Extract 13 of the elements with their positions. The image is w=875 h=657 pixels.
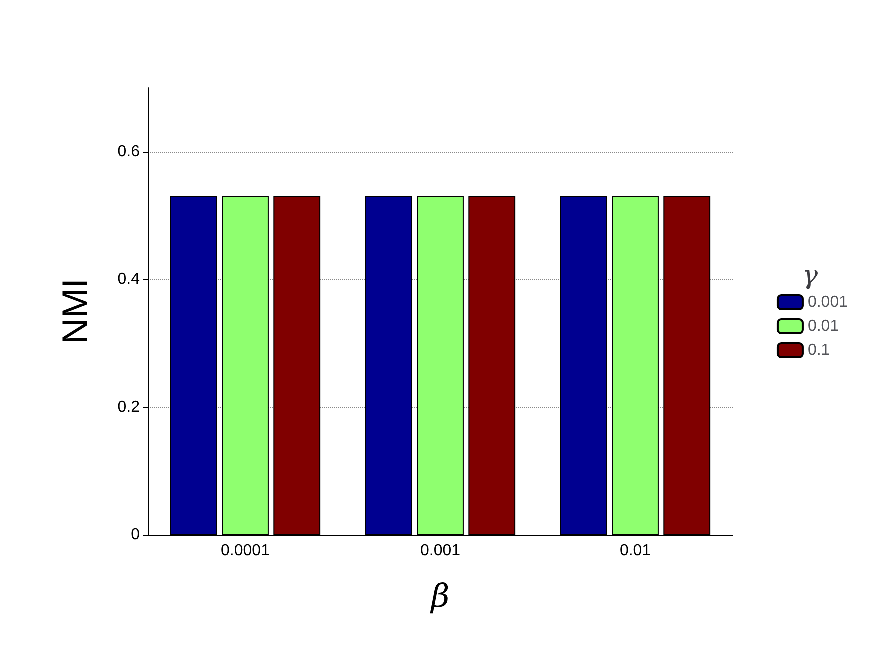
legend-label: 0.001	[808, 294, 848, 311]
x-tick-label: 0.0001	[221, 542, 270, 560]
y-tick-label: 0.2	[118, 398, 140, 416]
y-tick-label: 0.4	[118, 271, 140, 288]
x-tick-label: 0.01	[620, 542, 652, 560]
legend-label: 0.01	[808, 318, 840, 335]
legend-label: 0.1	[808, 342, 830, 359]
y-axis-title: NMI	[54, 278, 96, 344]
x-tick-label: 0.001	[420, 542, 461, 560]
y-tick-label: 0	[131, 526, 140, 544]
y-tick-label: 0.6	[118, 143, 140, 160]
legend-title: γ	[802, 261, 818, 291]
x-axis-title: β	[430, 577, 450, 615]
